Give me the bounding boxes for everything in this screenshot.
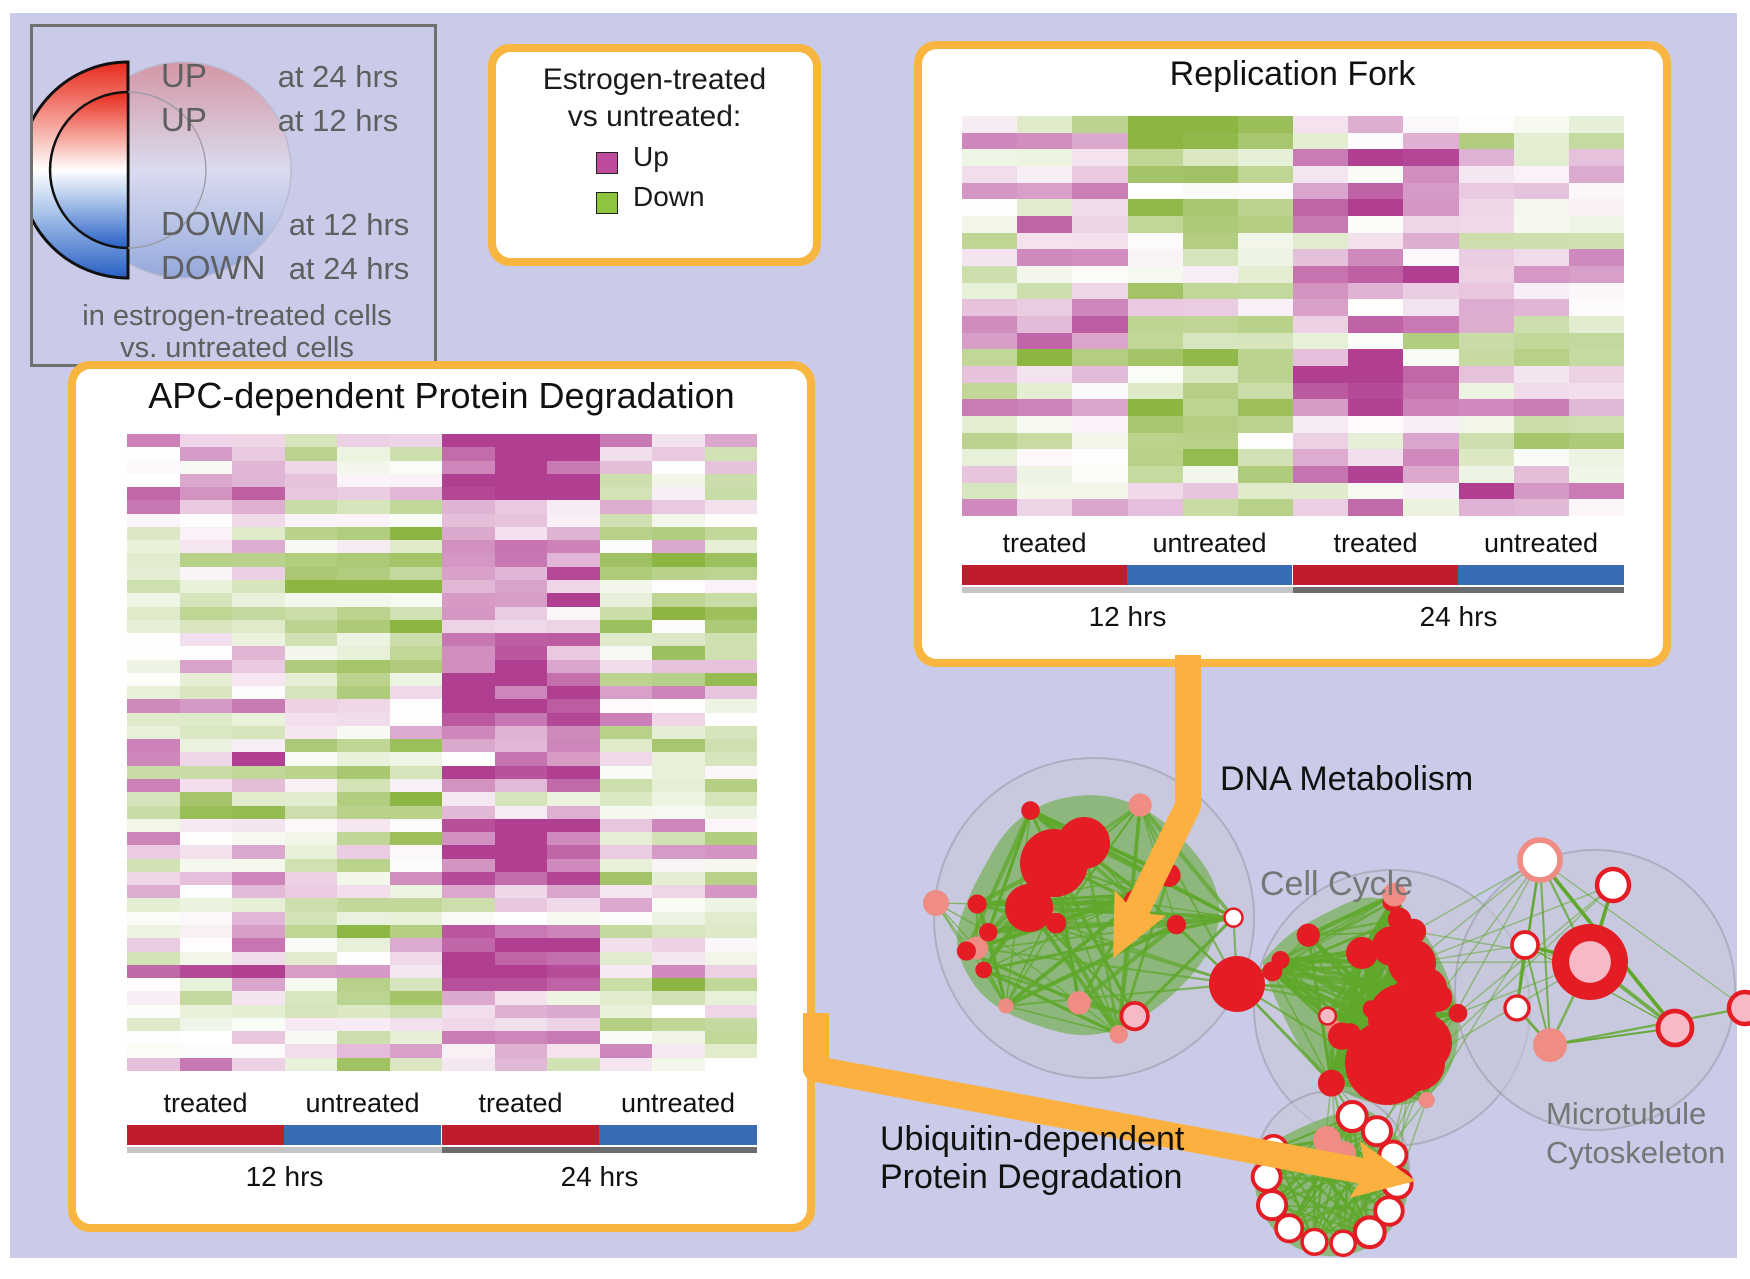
- svg-text:Cytoskeleton: Cytoskeleton: [1546, 1135, 1725, 1170]
- svg-text:Cell Cycle: Cell Cycle: [1260, 865, 1413, 903]
- svg-text:DNA Metabolism: DNA Metabolism: [1220, 760, 1473, 798]
- svg-text:Protein Degradation: Protein Degradation: [880, 1158, 1182, 1196]
- svg-text:Ubiquitin-dependent: Ubiquitin-dependent: [880, 1120, 1185, 1158]
- svg-text:Microtubule: Microtubule: [1546, 1096, 1706, 1131]
